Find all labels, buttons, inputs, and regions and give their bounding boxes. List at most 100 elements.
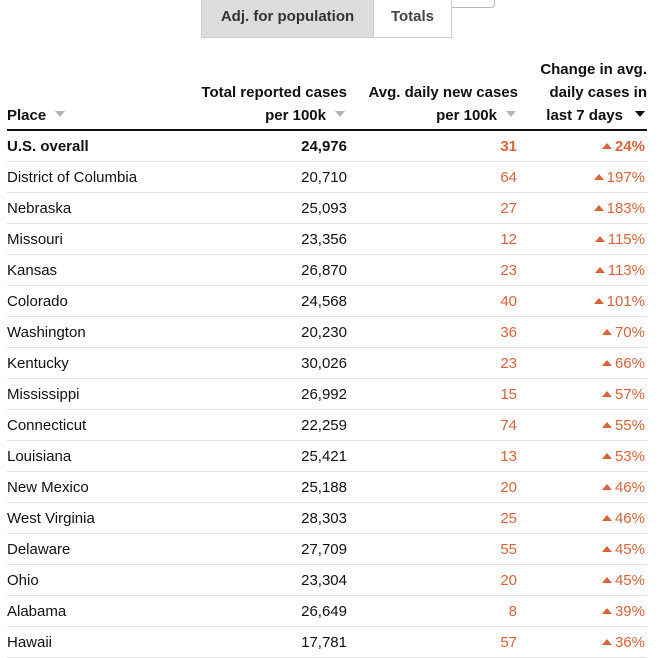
cases-table: Place Total reported cases per 100k Avg.… bbox=[7, 58, 647, 658]
column-header-change-line1: Change in avg. bbox=[540, 61, 647, 78]
table-row: Connecticut 22,259 74 55% bbox=[7, 409, 647, 441]
triangle-up-icon bbox=[601, 390, 612, 397]
cell-total-cases: 22,259 bbox=[182, 409, 347, 441]
change-value: 46% bbox=[614, 509, 645, 527]
change-value: 183% bbox=[606, 199, 645, 217]
cell-change: 45% bbox=[518, 564, 647, 596]
cell-avg-daily: 23 bbox=[347, 254, 518, 286]
table-row: Ohio 23,304 20 45% bbox=[7, 564, 647, 596]
view-toggle: Adj. for population Totals bbox=[201, 0, 452, 38]
change-value: 46% bbox=[614, 478, 645, 496]
table-row: West Virginia 28,303 25 46% bbox=[7, 502, 647, 534]
sort-caret-icon bbox=[335, 111, 345, 117]
cell-change: 45% bbox=[518, 533, 647, 565]
cell-place: Delaware bbox=[7, 533, 182, 565]
cell-change: 57% bbox=[518, 378, 647, 410]
column-header-place-label: Place bbox=[7, 107, 47, 124]
cell-total-cases: 27,709 bbox=[182, 533, 347, 565]
table-row: Colorado 24,568 40 101% bbox=[7, 285, 647, 317]
triangle-up-icon bbox=[593, 204, 604, 211]
cell-total-cases: 25,093 bbox=[182, 192, 347, 224]
column-header-place[interactable]: Place bbox=[7, 58, 182, 131]
change-value: 24% bbox=[614, 137, 645, 155]
table-row: Delaware 27,709 55 45% bbox=[7, 533, 647, 565]
triangle-up-icon bbox=[601, 638, 612, 645]
table-row: Alabama 26,649 8 39% bbox=[7, 595, 647, 627]
cell-place: West Virginia bbox=[7, 502, 182, 534]
toggle-totals[interactable]: Totals bbox=[373, 0, 451, 37]
triangle-up-icon bbox=[601, 607, 612, 614]
cell-avg-daily: 64 bbox=[347, 161, 518, 193]
cell-place: Louisiana bbox=[7, 440, 182, 472]
cell-avg-daily: 20 bbox=[347, 564, 518, 596]
column-header-change-line3: last 7 days bbox=[546, 107, 623, 124]
cell-change: 113% bbox=[518, 254, 647, 286]
triangle-up-icon bbox=[601, 359, 612, 366]
table-row: Louisiana 25,421 13 53% bbox=[7, 440, 647, 472]
cell-change: 36% bbox=[518, 626, 647, 658]
cell-avg-daily: 20 bbox=[347, 471, 518, 503]
table-row: District of Columbia 20,710 64 197% bbox=[7, 161, 647, 193]
cell-total-cases: 23,356 bbox=[182, 223, 347, 255]
change-value: 66% bbox=[614, 354, 645, 372]
table-row: Missouri 23,356 12 115% bbox=[7, 223, 647, 255]
table-row: U.S. overall 24,976 31 24% bbox=[7, 130, 647, 162]
table-header-row: Place Total reported cases per 100k Avg.… bbox=[7, 58, 647, 131]
cell-total-cases: 17,781 bbox=[182, 626, 347, 658]
cell-change: 197% bbox=[518, 161, 647, 193]
column-header-change[interactable]: Change in avg. daily cases in last 7 day… bbox=[518, 58, 647, 131]
cell-total-cases: 30,026 bbox=[182, 347, 347, 379]
cell-place: Alabama bbox=[7, 595, 182, 627]
table-body: U.S. overall 24,976 31 24% District of Colum… bbox=[7, 130, 647, 658]
toggle-adj-for-population[interactable]: Adj. for population bbox=[202, 0, 373, 37]
cell-avg-daily: 31 bbox=[347, 130, 518, 162]
cell-avg-daily: 74 bbox=[347, 409, 518, 441]
sort-caret-icon bbox=[55, 111, 66, 117]
change-value: 39% bbox=[614, 602, 645, 620]
cell-place: Kentucky bbox=[7, 347, 182, 379]
cell-place: Hawaii bbox=[7, 626, 182, 658]
cell-avg-daily: 25 bbox=[347, 502, 518, 534]
cell-change: 70% bbox=[518, 316, 647, 348]
triangle-up-icon bbox=[601, 545, 612, 552]
change-value: 36% bbox=[614, 633, 645, 651]
change-value: 55% bbox=[614, 416, 645, 434]
column-header-change-line2: daily cases in bbox=[549, 84, 647, 101]
cell-avg-daily: 57 bbox=[347, 626, 518, 658]
cell-total-cases: 25,421 bbox=[182, 440, 347, 472]
cell-avg-daily: 36 bbox=[347, 316, 518, 348]
triangle-up-icon bbox=[593, 297, 604, 304]
triangle-up-icon bbox=[601, 142, 612, 149]
change-value: 45% bbox=[614, 571, 645, 589]
cell-avg-daily: 8 bbox=[347, 595, 518, 627]
cell-total-cases: 28,303 bbox=[182, 502, 347, 534]
table-row: Hawaii 17,781 57 36% bbox=[7, 626, 647, 658]
cell-change: 46% bbox=[518, 471, 647, 503]
cell-avg-daily: 55 bbox=[347, 533, 518, 565]
cell-avg-daily: 12 bbox=[347, 223, 518, 255]
cell-avg-daily: 23 bbox=[347, 347, 518, 379]
triangle-up-icon bbox=[601, 421, 612, 428]
column-header-total-cases[interactable]: Total reported cases per 100k bbox=[182, 58, 347, 131]
cell-total-cases: 24,976 bbox=[182, 130, 347, 162]
change-value: 70% bbox=[614, 323, 645, 341]
table-row: Mississippi 26,992 15 57% bbox=[7, 378, 647, 410]
triangle-up-icon bbox=[594, 235, 605, 242]
change-value: 101% bbox=[606, 292, 645, 310]
cell-total-cases: 23,304 bbox=[182, 564, 347, 596]
triangle-up-icon bbox=[594, 266, 605, 273]
triangle-up-icon bbox=[601, 452, 612, 459]
cell-change: 183% bbox=[518, 192, 647, 224]
cell-change: 66% bbox=[518, 347, 647, 379]
change-value: 115% bbox=[607, 230, 645, 248]
triangle-up-icon bbox=[601, 514, 612, 521]
cell-total-cases: 26,992 bbox=[182, 378, 347, 410]
triangle-up-icon bbox=[593, 173, 604, 180]
cell-avg-daily: 27 bbox=[347, 192, 518, 224]
column-header-avg-daily[interactable]: Avg. daily new cases per 100k bbox=[347, 58, 518, 131]
table-row: Kansas 26,870 23 113% bbox=[7, 254, 647, 286]
table-row: Nebraska 25,093 27 183% bbox=[7, 192, 647, 224]
cell-change: 115% bbox=[518, 223, 647, 255]
table-row: New Mexico 25,188 20 46% bbox=[7, 471, 647, 503]
table-row: Kentucky 30,026 23 66% bbox=[7, 347, 647, 379]
